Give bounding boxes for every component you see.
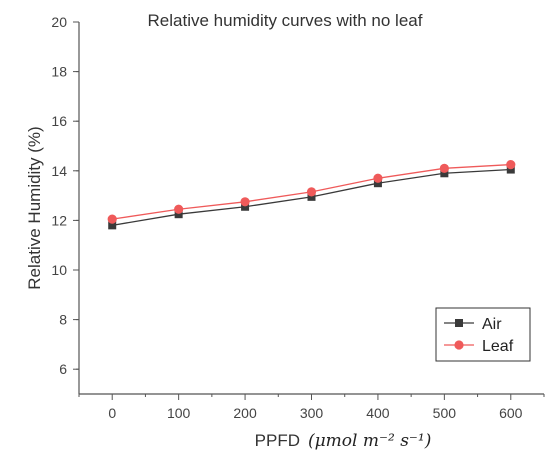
series-layer bbox=[107, 160, 516, 230]
data-point-air bbox=[174, 210, 183, 219]
x-tick-label: 200 bbox=[233, 405, 257, 421]
y-tick-label: 18 bbox=[51, 64, 67, 80]
data-point-air bbox=[241, 202, 250, 211]
data-point-leaf bbox=[240, 197, 250, 207]
y-tick-label: 16 bbox=[51, 113, 67, 129]
y-tick-label: 8 bbox=[59, 312, 67, 328]
x-axis-unit: (μmol m⁻² s⁻¹) bbox=[308, 431, 431, 451]
y-ticks: 6 8 10 12 14 16 18 20 bbox=[51, 14, 79, 377]
legend-marker-leaf bbox=[454, 340, 464, 350]
data-point-air bbox=[440, 169, 449, 178]
legend-marker-air bbox=[455, 319, 463, 327]
legend-label-leaf: Leaf bbox=[482, 338, 514, 355]
y-tick-label: 12 bbox=[51, 212, 67, 228]
plot-area: 6 8 10 12 14 16 18 20 0 100 200 300 400 500 600 bbox=[51, 14, 545, 421]
data-point-air bbox=[307, 192, 316, 201]
data-point-air bbox=[506, 165, 515, 174]
x-tick-label: 300 bbox=[300, 405, 324, 421]
y-tick-label: 20 bbox=[51, 14, 67, 30]
x-ticks: 0 100 200 300 400 500 600 bbox=[78, 394, 545, 421]
x-tick-label: 600 bbox=[499, 405, 523, 421]
y-tick-label: 10 bbox=[51, 262, 67, 278]
x-tick-label: 0 bbox=[108, 405, 116, 421]
data-point-leaf bbox=[107, 214, 117, 224]
x-axis-label-group: PPFD (μmol m⁻² s⁻¹) bbox=[255, 431, 432, 451]
y-axis-label: Relative Humidity (%) bbox=[25, 126, 44, 289]
x-tick-label: 500 bbox=[433, 405, 457, 421]
data-point-leaf bbox=[506, 160, 516, 170]
x-axis-label: PPFD bbox=[255, 431, 300, 450]
legend-label-air: Air bbox=[482, 316, 502, 333]
data-point-leaf bbox=[439, 163, 449, 173]
y-tick-label: 6 bbox=[59, 361, 67, 377]
data-point-air bbox=[108, 221, 117, 230]
legend: Air Leaf bbox=[435, 307, 531, 362]
data-point-leaf bbox=[174, 204, 184, 214]
x-tick-label: 100 bbox=[167, 405, 191, 421]
data-point-leaf bbox=[306, 187, 317, 197]
x-tick-label: 400 bbox=[366, 405, 390, 421]
legend-box bbox=[435, 307, 531, 362]
y-tick-label: 14 bbox=[51, 163, 67, 179]
data-point-air bbox=[373, 179, 382, 188]
data-point-leaf bbox=[373, 173, 383, 183]
chart-title: Relative humidity curves with no leaf bbox=[148, 11, 423, 30]
